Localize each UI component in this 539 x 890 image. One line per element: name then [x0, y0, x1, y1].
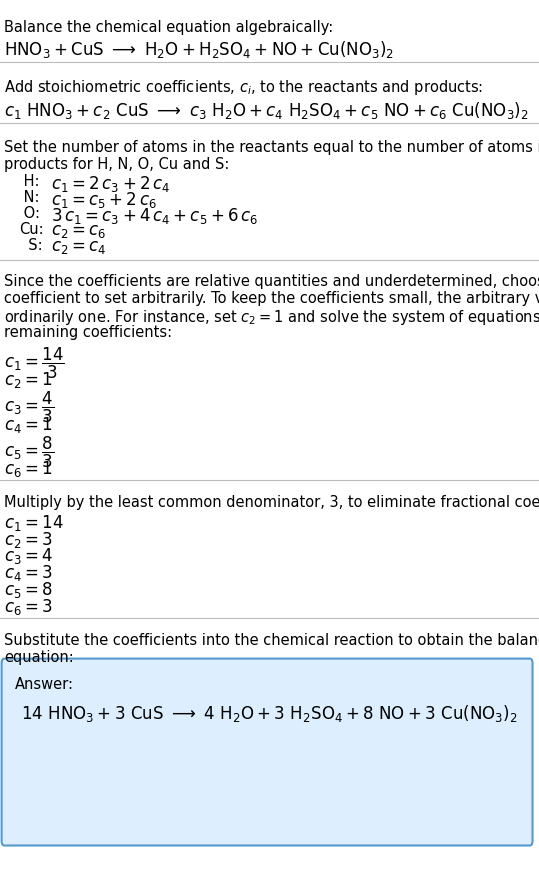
Text: $3\,c_1 = c_3 + 4\,c_4 + c_5 + 6\,c_6$: $3\,c_1 = c_3 + 4\,c_4 + c_5 + 6\,c_6$: [51, 206, 259, 225]
Text: $c_2 = c_4$: $c_2 = c_4$: [51, 238, 107, 255]
Text: Add stoichiometric coefficients, $c_i$, to the reactants and products:: Add stoichiometric coefficients, $c_i$, …: [4, 78, 483, 97]
Text: N:: N:: [19, 190, 39, 205]
Text: $c_1 = 14$: $c_1 = 14$: [4, 513, 64, 532]
Text: $c_4 = 1$: $c_4 = 1$: [4, 415, 53, 434]
Text: Set the number of atoms in the reactants equal to the number of atoms in the: Set the number of atoms in the reactants…: [4, 140, 539, 155]
Text: $c_4 = 3$: $c_4 = 3$: [4, 563, 53, 583]
Text: $c_6 = 3$: $c_6 = 3$: [4, 597, 53, 617]
Text: ordinarily one. For instance, set $c_2 = 1$ and solve the system of equations fo: ordinarily one. For instance, set $c_2 =…: [4, 308, 539, 327]
Text: $c_3 = \dfrac{4}{3}$: $c_3 = \dfrac{4}{3}$: [4, 390, 54, 425]
Text: $c_2 = 3$: $c_2 = 3$: [4, 530, 53, 549]
Text: $c_1 = 2\,c_3 + 2\,c_4$: $c_1 = 2\,c_3 + 2\,c_4$: [51, 174, 170, 193]
Text: $c_5 = \dfrac{8}{3}$: $c_5 = \dfrac{8}{3}$: [4, 434, 54, 470]
Text: $c_3 = 4$: $c_3 = 4$: [4, 546, 53, 566]
Text: Multiply by the least common denominator, 3, to eliminate fractional coefficient: Multiply by the least common denominator…: [4, 495, 539, 510]
Text: $c_2 = 1$: $c_2 = 1$: [4, 370, 53, 390]
Text: S:: S:: [19, 238, 43, 253]
Text: equation:: equation:: [4, 650, 74, 665]
Text: Cu:: Cu:: [19, 222, 44, 237]
Text: $c_6 = 1$: $c_6 = 1$: [4, 459, 53, 479]
Text: $c_1\ \mathrm{HNO_3} + c_2\ \mathrm{CuS} \ \longrightarrow \ c_3\ \mathrm{H_2O} : $c_1\ \mathrm{HNO_3} + c_2\ \mathrm{CuS}…: [4, 100, 529, 121]
Text: $c_2 = c_6$: $c_2 = c_6$: [51, 222, 106, 239]
Text: $c_5 = 8$: $c_5 = 8$: [4, 580, 53, 600]
FancyBboxPatch shape: [2, 659, 533, 846]
Text: Balance the chemical equation algebraically:: Balance the chemical equation algebraica…: [4, 20, 334, 35]
Text: O:: O:: [19, 206, 40, 221]
Text: $14\ \mathrm{HNO_3} + 3\ \mathrm{CuS} \ \longrightarrow \ 4\ \mathrm{H_2O} + 3\ : $14\ \mathrm{HNO_3} + 3\ \mathrm{CuS} \ …: [21, 703, 518, 724]
Text: Substitute the coefficients into the chemical reaction to obtain the balanced: Substitute the coefficients into the che…: [4, 633, 539, 648]
Text: products for H, N, O, Cu and S:: products for H, N, O, Cu and S:: [4, 157, 230, 172]
Text: $c_1 = \dfrac{14}{3}$: $c_1 = \dfrac{14}{3}$: [4, 345, 65, 381]
Text: $\mathrm{HNO_3 + CuS \ \longrightarrow \ H_2O + H_2SO_4 + NO + Cu(NO_3)_2}$: $\mathrm{HNO_3 + CuS \ \longrightarrow \…: [4, 39, 395, 61]
Text: remaining coefficients:: remaining coefficients:: [4, 325, 172, 340]
Text: Since the coefficients are relative quantities and underdetermined, choose a: Since the coefficients are relative quan…: [4, 274, 539, 289]
Text: Answer:: Answer:: [15, 677, 74, 692]
Text: H:: H:: [19, 174, 39, 189]
Text: coefficient to set arbitrarily. To keep the coefficients small, the arbitrary va: coefficient to set arbitrarily. To keep …: [4, 291, 539, 306]
Text: $c_1 = c_5 + 2\,c_6$: $c_1 = c_5 + 2\,c_6$: [51, 190, 157, 209]
